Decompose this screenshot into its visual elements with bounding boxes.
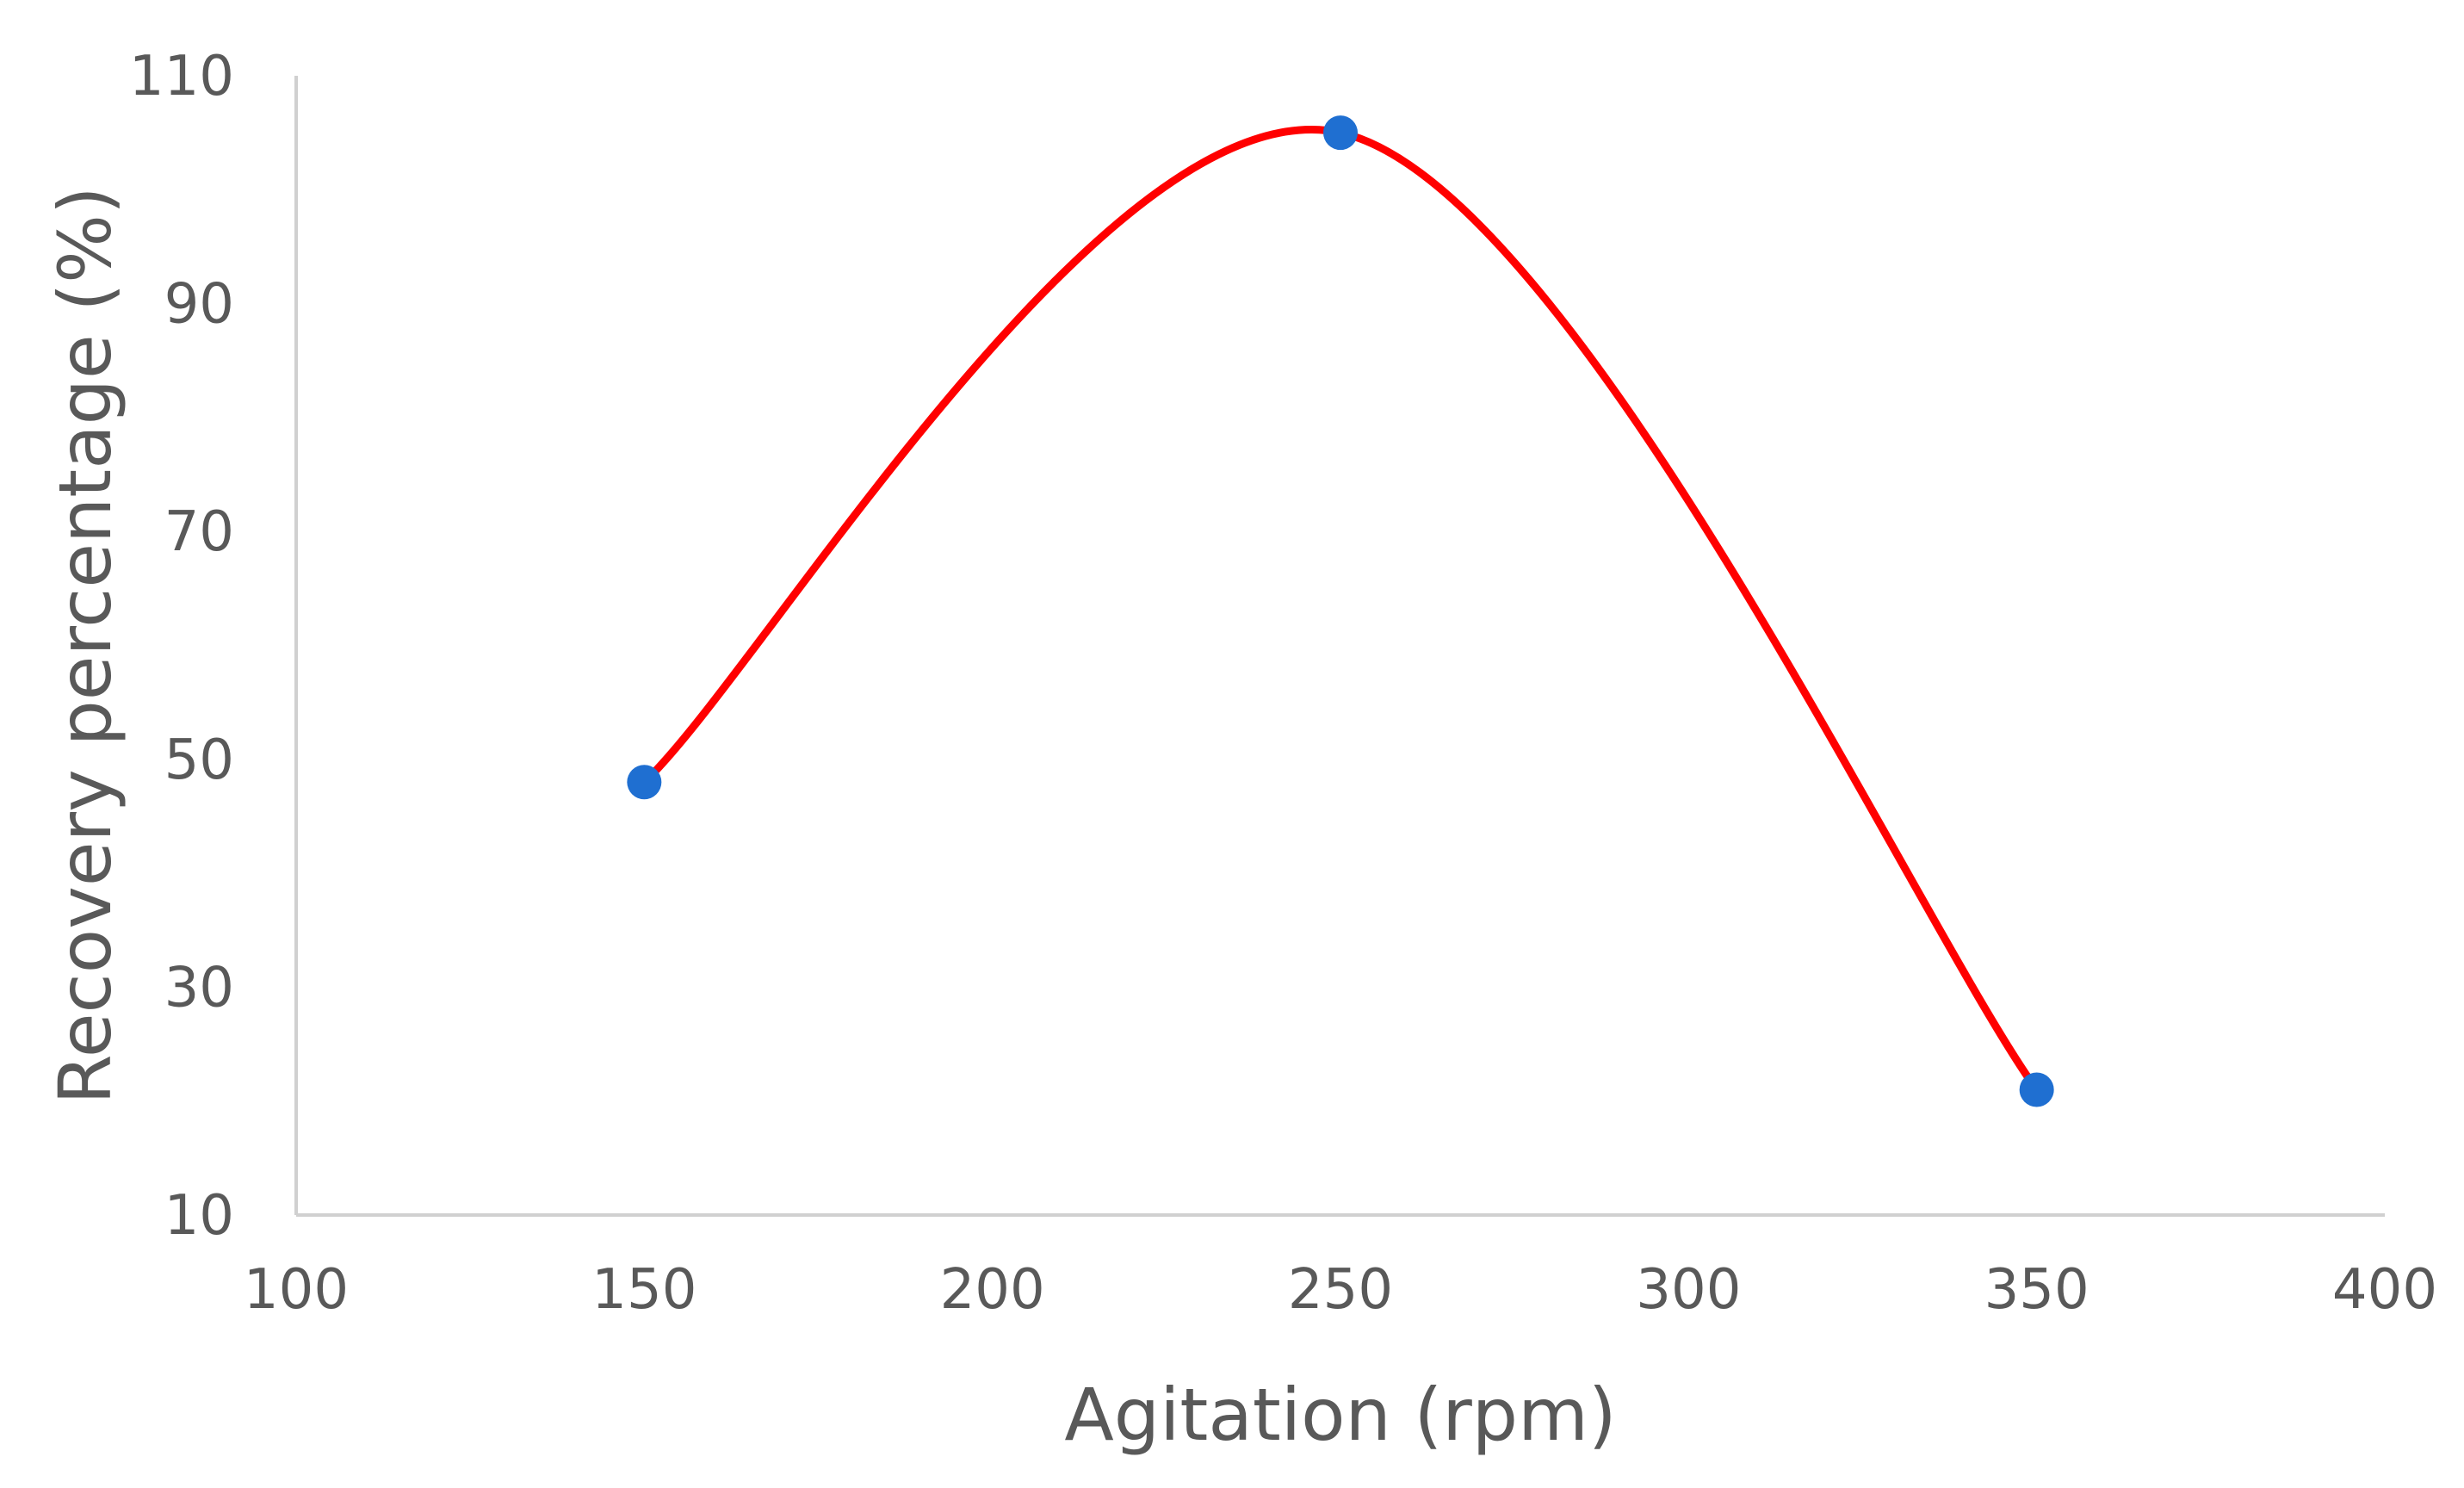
x-tick-label: 200 [940,1258,1045,1322]
series-layer [627,115,2054,1107]
series-line [640,126,2041,1094]
y-tick-labels: 10 30 50 70 90 110 [129,45,234,1248]
x-tick-label: 250 [1288,1258,1393,1322]
y-tick-label: 110 [129,45,234,108]
x-tick-label: 100 [244,1258,349,1322]
data-point [2019,1072,2054,1107]
x-tick-labels: 100 150 200 250 300 350 400 [244,1258,2437,1322]
y-tick-label: 10 [164,1184,234,1248]
axes [294,76,2385,1217]
y-tick-label: 70 [164,500,234,564]
data-point [627,765,662,800]
y-tick-label: 50 [164,728,234,792]
y-axis-title: Recovery percentage (%) [43,186,127,1104]
x-axis-title: Agitation (rpm) [1064,1373,1616,1457]
x-tick-label: 300 [1636,1258,1741,1322]
x-tick-label: 150 [591,1258,696,1322]
y-tick-label: 30 [164,956,234,1020]
x-tick-label: 350 [1984,1258,2089,1322]
y-tick-label: 90 [164,273,234,337]
data-point [1323,115,1358,151]
x-tick-label: 400 [2332,1258,2437,1322]
